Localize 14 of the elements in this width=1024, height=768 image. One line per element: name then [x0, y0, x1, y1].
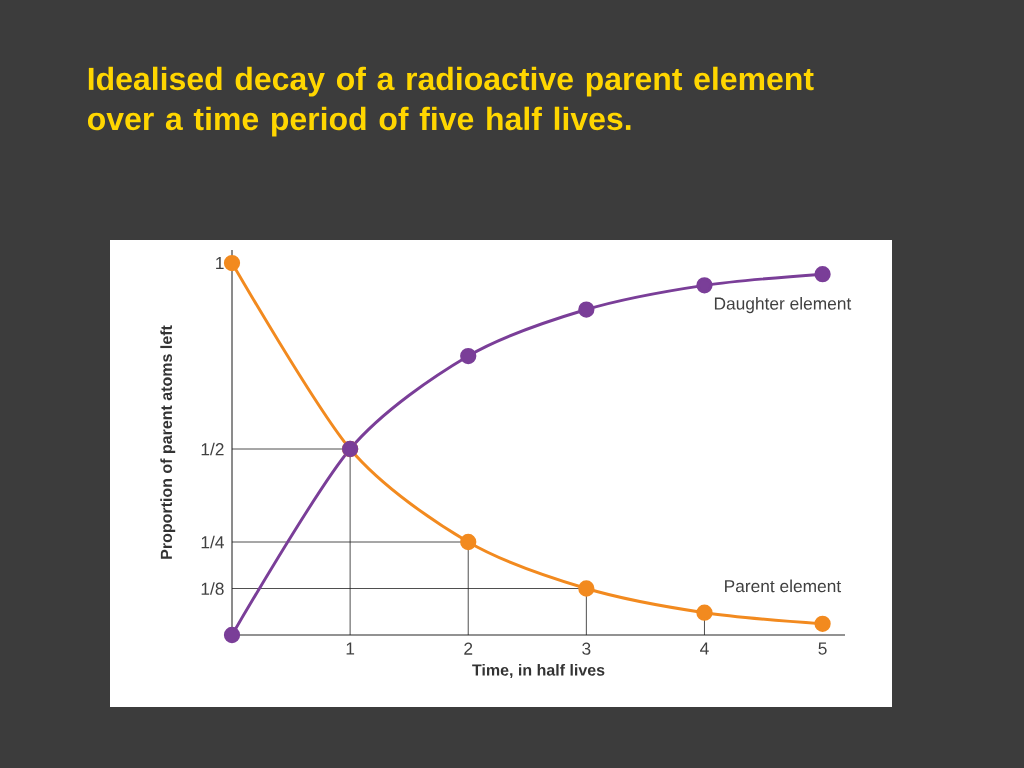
x-tick-label: 3 [582, 642, 591, 655]
x-tick-label: 2 [464, 642, 473, 655]
x-tick-label: 5 [818, 642, 827, 655]
series-label: Parent element [725, 579, 842, 593]
y-axis-title: Proportion of parent atoms left [160, 325, 176, 559]
x-axis-title: Time, in half lives [472, 663, 605, 679]
y-tick-label: 1/2 [201, 442, 224, 456]
series-label: Daughter element [714, 296, 852, 314]
y-tick-label: 1/8 [201, 582, 224, 595]
y-tick-label: 1 [216, 257, 224, 269]
y-tick-label: 1/4 [201, 535, 224, 549]
x-tick-label: 4 [700, 642, 709, 655]
x-tick-label: 1 [346, 642, 355, 655]
chart-title: Idealised decay of a radioactive parent element over a time period of five half lives. [87, 66, 814, 137]
